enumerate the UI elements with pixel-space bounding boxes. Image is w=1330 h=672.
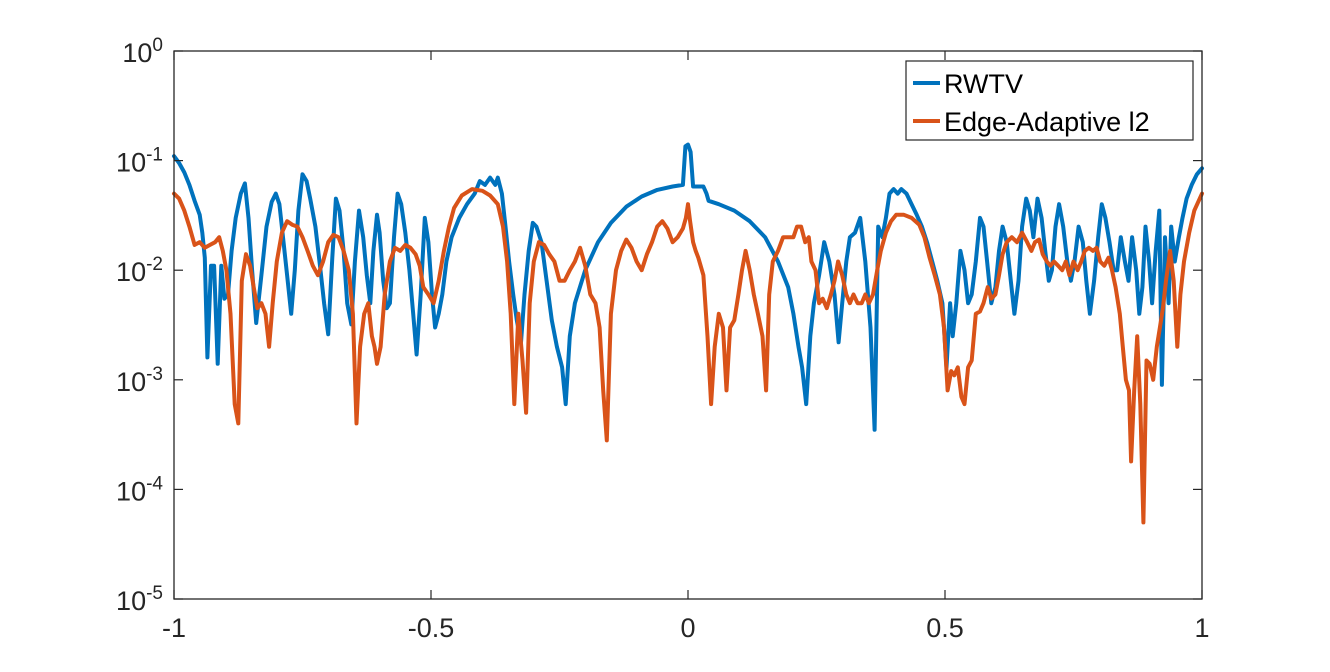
legend-label-rwtv: RWTV xyxy=(944,69,1023,99)
y-tick-label: 10-4 xyxy=(116,473,163,506)
legend-box xyxy=(905,60,1194,141)
legend-label-edge-adaptive-l2: Edge-Adaptive l2 xyxy=(944,107,1150,137)
y-tick-label: 10-1 xyxy=(116,145,163,178)
x-tick-label: 0 xyxy=(680,613,695,643)
x-tick-label: 0.5 xyxy=(926,613,964,643)
series-line-rwtv xyxy=(172,142,1204,432)
y-tick-label: 100 xyxy=(122,35,163,68)
plot-area: -1 -0.5 0 0.5 1 10-5 10-4 10-3 10-2 10-1 100 xyxy=(116,35,1209,643)
y-tick-label: 10-5 xyxy=(116,583,163,616)
x-tick-label: -1 xyxy=(162,613,186,643)
ticks-layer: -1 -0.5 0 0.5 1 10-5 10-4 10-3 10-2 10-1 100 xyxy=(116,35,1209,643)
y-tick-label: 10-2 xyxy=(116,254,163,287)
x-tick-label: 1 xyxy=(1194,613,1209,643)
y-tick-label: 10-3 xyxy=(116,364,163,397)
x-tick-label: -0.5 xyxy=(408,613,455,643)
axes-box xyxy=(174,51,1202,599)
legend: RWTV Edge-Adaptive l2 xyxy=(905,60,1194,141)
series-line-edge-adaptive-l2 xyxy=(172,187,1204,525)
series-layer xyxy=(172,142,1204,525)
